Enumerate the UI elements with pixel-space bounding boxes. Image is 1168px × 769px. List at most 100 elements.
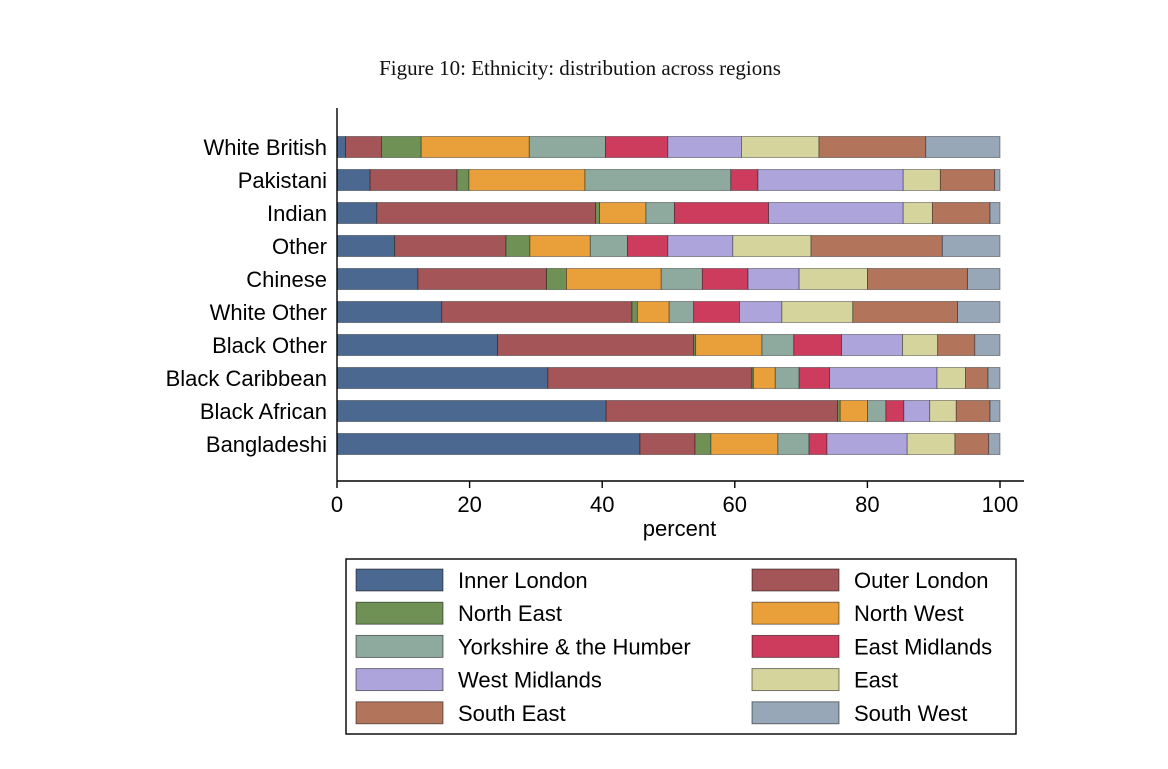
bars-layer bbox=[336, 136, 1001, 455]
bar-black-african-north-west bbox=[839, 400, 868, 422]
bar-indian-yorkshire-and-the-humber bbox=[645, 202, 675, 224]
bar-black-caribbean-inner-london bbox=[336, 367, 549, 389]
bar-other-yorkshire-and-the-humber bbox=[589, 235, 628, 257]
bar-black-caribbean-east bbox=[936, 367, 966, 389]
legend-swatch-inner-london bbox=[355, 568, 444, 592]
bar-black-caribbean-north-west bbox=[752, 367, 776, 389]
bar-pakistani-east-midlands bbox=[730, 169, 759, 191]
legend-label-east: East bbox=[854, 668, 898, 693]
bar-white-other-yorkshire-and-the-humber bbox=[668, 301, 695, 323]
legend-swatch-outer-london bbox=[751, 568, 840, 592]
bar-white-british-west-midlands bbox=[667, 136, 742, 158]
bar-chinese-north-west bbox=[566, 268, 662, 290]
bar-bangladeshi-north-east bbox=[694, 433, 712, 455]
bar-bangladeshi-yorkshire-and-the-humber bbox=[777, 433, 810, 455]
bar-pakistani-north-east bbox=[456, 169, 470, 191]
bar-chinese-inner-london bbox=[336, 268, 419, 290]
x-tick-label-40: 40 bbox=[590, 492, 614, 517]
x-tick-label-20: 20 bbox=[457, 492, 481, 517]
legend-label-inner-london: Inner London bbox=[458, 568, 588, 593]
x-axis-title: percent bbox=[643, 516, 716, 541]
bar-white-other-west-midlands bbox=[739, 301, 783, 323]
legend-swatch-north-west bbox=[751, 601, 840, 625]
legend-label-east-midlands: East Midlands bbox=[854, 634, 992, 659]
bar-black-caribbean-yorkshire-and-the-humber bbox=[774, 367, 800, 389]
bar-pakistani-south-west bbox=[994, 169, 1001, 191]
bar-pakistani-east bbox=[902, 169, 941, 191]
bar-white-other-north-east bbox=[631, 301, 638, 323]
bar-other-south-west bbox=[941, 235, 1001, 257]
bar-other-outer-london bbox=[394, 235, 507, 257]
bar-chinese-north-east bbox=[546, 268, 567, 290]
bar-white-other-south-west bbox=[957, 301, 1001, 323]
bar-other-north-west bbox=[529, 235, 591, 257]
bar-black-african-west-midlands bbox=[903, 400, 931, 422]
bar-white-other-east bbox=[781, 301, 854, 323]
bar-black-other-south-west bbox=[974, 334, 1001, 356]
category-label-pakistani: Pakistani bbox=[238, 168, 327, 193]
bar-black-other-east-midlands bbox=[793, 334, 842, 356]
bar-bangladeshi-west-midlands bbox=[826, 433, 908, 455]
bar-other-north-east bbox=[505, 235, 531, 257]
category-label-white-other: White Other bbox=[210, 300, 327, 325]
category-label-bangladeshi: Bangladeshi bbox=[206, 432, 327, 457]
legend-label-outer-london: Outer London bbox=[854, 568, 989, 593]
bar-white-other-north-west bbox=[636, 301, 670, 323]
category-label-indian: Indian bbox=[267, 201, 327, 226]
bar-bangladeshi-inner-london bbox=[336, 433, 641, 455]
bar-black-african-east-midlands bbox=[885, 400, 905, 422]
bar-black-african-inner-london bbox=[336, 400, 607, 422]
bar-indian-north-west bbox=[599, 202, 647, 224]
category-label-other: Other bbox=[272, 234, 327, 259]
category-label-black-other: Black Other bbox=[212, 333, 327, 358]
category-label-black-caribbean: Black Caribbean bbox=[166, 366, 327, 391]
bar-indian-west-midlands bbox=[768, 202, 904, 224]
figure-caption: Figure 10: Ethnicity: distribution acros… bbox=[379, 56, 781, 80]
legend-label-north-west: North West bbox=[854, 601, 964, 626]
bar-black-other-inner-london bbox=[336, 334, 498, 356]
category-label-chinese: Chinese bbox=[246, 267, 327, 292]
legend-label-south-west: South West bbox=[854, 701, 967, 726]
bar-bangladeshi-north-west bbox=[710, 433, 779, 455]
bar-white-british-yorkshire-and-the-humber bbox=[528, 136, 606, 158]
legend-swatch-east bbox=[751, 668, 840, 692]
bar-chinese-outer-london bbox=[417, 268, 547, 290]
bar-black-caribbean-outer-london bbox=[547, 367, 753, 389]
bar-indian-south-west bbox=[989, 202, 1001, 224]
bar-indian-east-midlands bbox=[674, 202, 770, 224]
bar-white-british-east bbox=[741, 136, 820, 158]
bar-indian-outer-london bbox=[376, 202, 596, 224]
bar-pakistani-north-west bbox=[468, 169, 586, 191]
bar-black-other-west-midlands bbox=[841, 334, 903, 356]
legend-swatch-west-midlands bbox=[355, 668, 444, 692]
bar-bangladeshi-outer-london bbox=[639, 433, 696, 455]
bar-pakistani-yorkshire-and-the-humber bbox=[584, 169, 732, 191]
bar-black-african-south-west bbox=[989, 400, 1001, 422]
bar-white-british-north-west bbox=[420, 136, 530, 158]
bar-indian-east bbox=[902, 202, 933, 224]
bar-white-other-inner-london bbox=[336, 301, 443, 323]
x-tick-label-60: 60 bbox=[723, 492, 747, 517]
bar-bangladeshi-south-east bbox=[954, 433, 990, 455]
legend-label-north-east: North East bbox=[458, 601, 562, 626]
bar-pakistani-inner-london bbox=[336, 169, 371, 191]
bar-pakistani-west-midlands bbox=[757, 169, 904, 191]
bar-black-other-yorkshire-and-the-humber bbox=[761, 334, 795, 356]
bar-bangladeshi-east-midlands bbox=[808, 433, 828, 455]
legend-swatch-north-east bbox=[355, 601, 444, 625]
legend-swatch-south-east bbox=[355, 701, 444, 725]
bar-black-caribbean-south-west bbox=[987, 367, 1001, 389]
bar-indian-south-east bbox=[931, 202, 991, 224]
bar-black-other-north-west bbox=[695, 334, 763, 356]
category-label-black-african: Black African bbox=[200, 399, 327, 424]
bar-white-other-outer-london bbox=[441, 301, 633, 323]
x-tick-label-80: 80 bbox=[855, 492, 879, 517]
bar-bangladeshi-south-west bbox=[988, 433, 1001, 455]
bar-pakistani-outer-london bbox=[369, 169, 458, 191]
legend-label-yorkshire-and-the-humber: Yorkshire & the Humber bbox=[458, 634, 691, 659]
bar-pakistani-south-east bbox=[939, 169, 996, 191]
bar-white-other-east-midlands bbox=[693, 301, 740, 323]
bar-white-british-south-west bbox=[925, 136, 1001, 158]
x-tick-label-0: 0 bbox=[331, 492, 343, 517]
bar-black-caribbean-east-midlands bbox=[798, 367, 831, 389]
